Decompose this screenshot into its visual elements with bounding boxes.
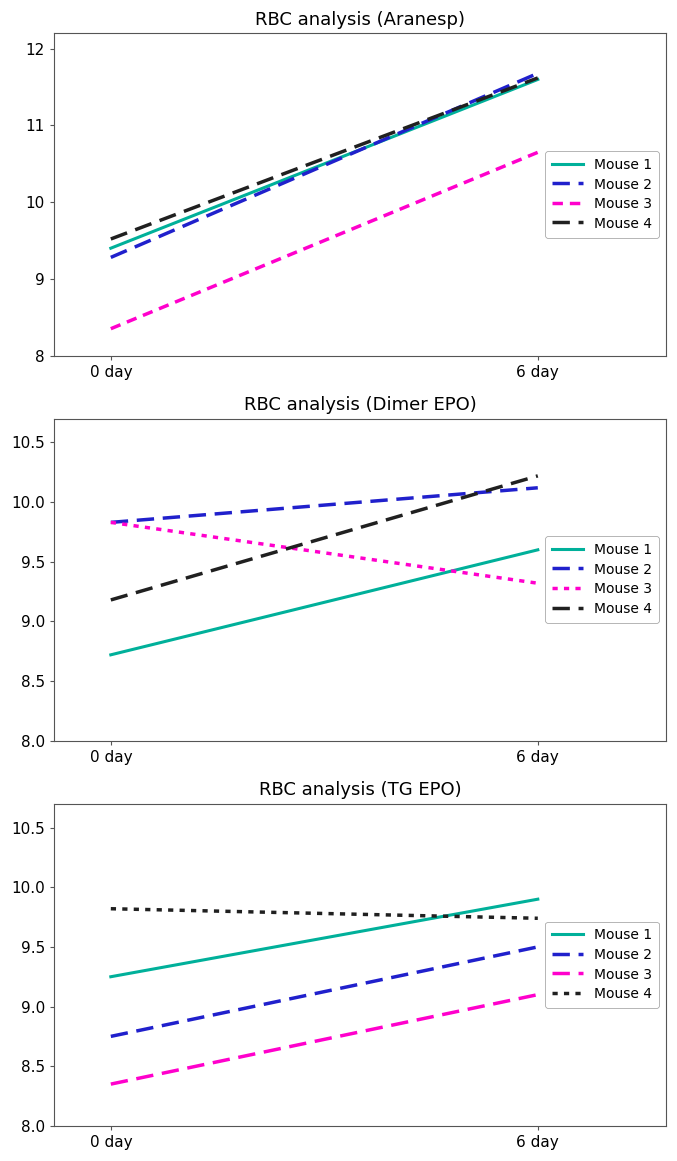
Mouse 1 [533,72,542,86]
Mouse 3 [533,576,542,590]
Mouse 2 [533,66,542,80]
Line: Mouse 3: Mouse 3 [111,152,538,329]
Legend: Mouse 1, Mouse 2, Mouse 3, Mouse 4: Mouse 1, Mouse 2, Mouse 3, Mouse 4 [545,922,659,1008]
Line: Mouse 3: Mouse 3 [111,995,538,1084]
Mouse 2 [533,940,542,954]
Mouse 3 [107,322,115,336]
Line: Mouse 3: Mouse 3 [111,522,538,583]
Line: Mouse 1: Mouse 1 [111,550,538,655]
Mouse 4 [533,469,542,483]
Line: Mouse 1: Mouse 1 [111,899,538,976]
Mouse 3 [107,1077,115,1091]
Mouse 3 [533,988,542,1002]
Mouse 1 [107,969,115,983]
Line: Mouse 2: Mouse 2 [111,488,538,522]
Mouse 4 [107,232,115,246]
Mouse 3 [107,515,115,529]
Mouse 2 [107,251,115,265]
Title: RBC analysis (Aranesp): RBC analysis (Aranesp) [255,12,465,29]
Mouse 1 [107,648,115,662]
Mouse 1 [533,892,542,906]
Line: Mouse 4: Mouse 4 [111,909,538,918]
Line: Mouse 2: Mouse 2 [111,73,538,258]
Mouse 2 [533,481,542,495]
Mouse 4 [533,71,542,85]
Legend: Mouse 1, Mouse 2, Mouse 3, Mouse 4: Mouse 1, Mouse 2, Mouse 3, Mouse 4 [545,151,659,238]
Line: Mouse 4: Mouse 4 [111,78,538,239]
Mouse 2 [107,1030,115,1044]
Mouse 1 [533,543,542,557]
Line: Mouse 4: Mouse 4 [111,476,538,600]
Mouse 4 [533,911,542,925]
Line: Mouse 2: Mouse 2 [111,947,538,1037]
Mouse 2 [107,515,115,529]
Line: Mouse 1: Mouse 1 [111,79,538,248]
Legend: Mouse 1, Mouse 2, Mouse 3, Mouse 4: Mouse 1, Mouse 2, Mouse 3, Mouse 4 [545,536,659,623]
Mouse 3 [533,145,542,159]
Mouse 4 [107,902,115,916]
Mouse 1 [107,241,115,255]
Mouse 4 [107,593,115,607]
Title: RBC analysis (Dimer EPO): RBC analysis (Dimer EPO) [244,396,476,414]
Title: RBC analysis (TG EPO): RBC analysis (TG EPO) [259,781,461,800]
